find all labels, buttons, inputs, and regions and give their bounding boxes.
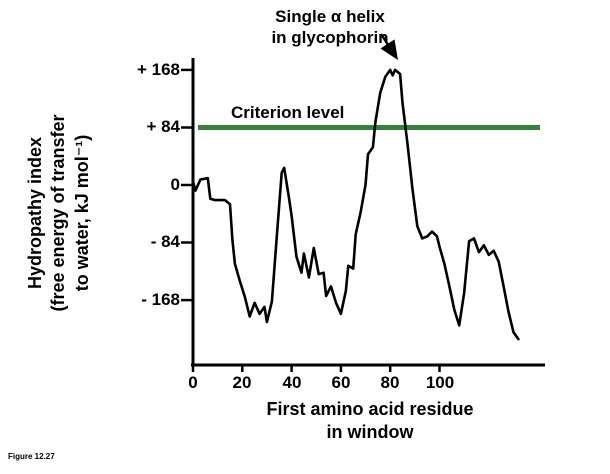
x-tick-label: 100 [425, 373, 455, 392]
peak-annotation: Single α helix in glycophorin [230, 6, 430, 49]
y-tick-label: + 168 [136, 60, 180, 79]
y-tick-label: - 84 [150, 232, 180, 251]
x-tick-label: 0 [188, 373, 198, 392]
criterion-level-label: Criterion level [231, 103, 345, 122]
y-tick-label: 0 [170, 175, 180, 194]
x-axis-title-line1: First amino acid residue [266, 399, 474, 419]
y-axis-title-line2: (free energy of transfer [48, 114, 69, 312]
x-axis-title-line2: in window [326, 421, 414, 442]
x-tick-label: 60 [331, 373, 351, 392]
peak-annotation-line1: Single α helix [275, 7, 385, 26]
hydropathy-curve [191, 68, 520, 341]
x-tick-label: 40 [282, 373, 302, 392]
x-tick-label: 20 [232, 373, 252, 392]
figure-caption: Figure 12.27 [8, 452, 55, 461]
x-tick-label: 80 [380, 373, 400, 392]
y-tick-label: - 168 [141, 290, 180, 309]
x-axis-title: First amino acid residue in window [225, 398, 515, 443]
annotation-arrow [379, 33, 398, 61]
y-tick-label: + 84 [146, 117, 180, 136]
peak-annotation-line2: in glycophorin [271, 28, 389, 48]
y-axis-title: Hydropathy index (free energy of transfe… [24, 48, 96, 378]
y-axis-title-line3: to water, kJ mol⁻¹) [71, 134, 92, 292]
y-axis-title-line1: Hydropathy index [25, 136, 45, 290]
